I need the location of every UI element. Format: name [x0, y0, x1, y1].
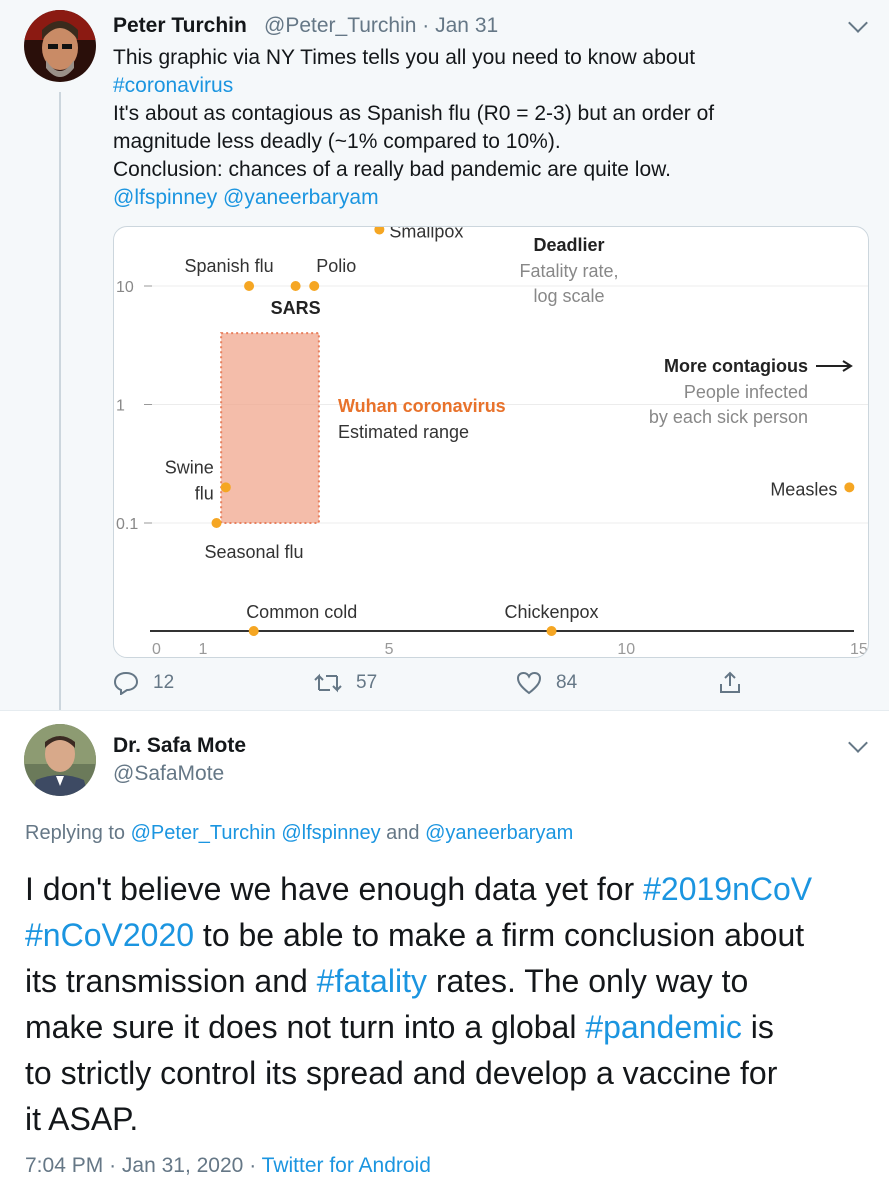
chart-image[interactable]: 10 1 0.1 0 1 5 10 15 Smallpox Spanish flu SARS Poli… [113, 226, 869, 658]
point-label: Smallpox [389, 227, 463, 241]
data-point [290, 281, 301, 291]
replying-label: Replying to [25, 822, 126, 844]
text-span: its transmission and [25, 963, 308, 999]
region-subtitle: Estimated range [338, 422, 469, 442]
y-tick-label: 1 [116, 398, 125, 415]
text-line: to strictly control its spread and devel… [25, 1055, 778, 1091]
author-handle[interactable]: @Peter_Turchin [264, 14, 417, 37]
data-point [844, 482, 855, 493]
replying-to: Replying to @Peter_Turchin @lfspinney an… [25, 822, 573, 845]
data-point [220, 482, 231, 493]
data-point [546, 626, 557, 636]
text-span: rates. The only way to [435, 963, 749, 999]
tweet-source[interactable]: Twitter for Android [261, 1154, 431, 1177]
share-button[interactable] [718, 668, 756, 698]
text-span: is [750, 1009, 774, 1045]
text-line: it ASAP. [25, 1101, 139, 1137]
tweet-line: This graphic via NY Times tells you all … [113, 46, 696, 69]
x-tick-label: 1 [199, 641, 208, 657]
avatar[interactable] [24, 724, 96, 796]
dot-separator: · [109, 1154, 117, 1177]
author-name[interactable]: Peter Turchin [113, 14, 247, 37]
data-point [309, 281, 320, 291]
y-tick-label: 10 [116, 279, 134, 296]
more-contagious-title: More contagious [664, 356, 808, 376]
chevron-down-icon[interactable] [848, 13, 868, 33]
text-span: to be able to make a firm conclusion abo… [202, 917, 805, 953]
text-span: I don't believe we have enough data yet … [25, 871, 635, 907]
point-label: Measles [770, 479, 837, 499]
deadlier-subtitle: Fatality rate, [519, 261, 618, 281]
heart-icon [516, 671, 542, 695]
more-contagious-subtitle: People infected [684, 382, 808, 402]
chevron-down-icon[interactable] [848, 733, 868, 753]
hashtag-link[interactable]: #pandemic [585, 1009, 742, 1045]
tweet-date[interactable]: Jan 31, 2020 [121, 1154, 244, 1177]
tweet-line: magnitude less deadly (~1% compared to 1… [113, 130, 561, 153]
tweet-metadata: 7:04 PM · Jan 31, 2020 · Twitter for And… [25, 1154, 431, 1178]
thread-line [59, 92, 61, 710]
data-point [211, 518, 222, 528]
author-name[interactable]: Dr. Safa Mote [113, 734, 247, 757]
mention-link[interactable]: @yaneerbaryam [425, 822, 574, 844]
deadlier-title: Deadlier [533, 235, 604, 255]
tweet-line: Conclusion: chances of a really bad pand… [113, 158, 671, 181]
reply-tweet-body: I don't believe we have enough data yet … [25, 866, 875, 1142]
hashtag-link[interactable]: #nCoV2020 [25, 917, 195, 953]
hashtag-link[interactable]: #coronavirus [113, 74, 234, 97]
reply-button[interactable]: 12 [113, 668, 174, 698]
text-span: make sure it does not turn into a global [25, 1009, 577, 1045]
hashtag-link[interactable]: #fatality [316, 963, 427, 999]
point-label: Seasonal flu [204, 542, 303, 562]
deadlier-subtitle: log scale [533, 286, 604, 306]
data-point [248, 626, 259, 636]
point-label: SARS [271, 298, 321, 318]
arrow-right-icon [816, 360, 853, 372]
like-button[interactable]: 84 [516, 668, 577, 698]
x-tick-label: 15 [850, 641, 868, 657]
mention-link[interactable]: @Peter_Turchin @lfspinney [130, 822, 381, 844]
reply-icon [113, 671, 139, 695]
more-contagious-subtitle: by each sick person [649, 407, 808, 427]
y-tick-label: 0.1 [116, 516, 138, 533]
region-title: Wuhan coronavirus [338, 396, 506, 416]
x-tick-label: 5 [385, 641, 394, 657]
x-tick-label: 0 [152, 641, 161, 657]
tweet-body: This graphic via NY Times tells you all … [113, 44, 853, 212]
author-handle[interactable]: @SafaMote [113, 762, 225, 785]
divider [0, 710, 889, 711]
replying-and: and [386, 822, 420, 844]
point-label: Swine [165, 457, 214, 477]
data-point [374, 227, 385, 235]
original-tweet[interactable]: Peter Turchin @Peter_Turchin · Jan 31 Th… [0, 0, 889, 710]
share-icon [720, 671, 740, 693]
x-tick-label: 10 [617, 641, 635, 657]
tweet-date[interactable]: Jan 31 [435, 14, 499, 37]
estimated-range-region [220, 332, 320, 525]
mention-link[interactable]: @lfspinney [113, 186, 218, 209]
point-label: Chickenpox [505, 602, 599, 622]
reply-count: 12 [153, 672, 175, 693]
avatar[interactable] [24, 10, 96, 82]
tweet-time[interactable]: 7:04 PM [25, 1154, 104, 1177]
point-label: Spanish flu [185, 256, 274, 276]
data-point [244, 281, 255, 291]
dot-separator: · [422, 14, 430, 37]
retweet-button[interactable]: 57 [314, 668, 377, 698]
dot-separator: · [249, 1154, 257, 1177]
retweet-icon [314, 673, 342, 693]
point-label: Common cold [246, 602, 357, 622]
tweet-line: It's about as contagious as Spanish flu … [113, 102, 715, 125]
point-label: Polio [316, 256, 356, 276]
retweet-count: 57 [356, 672, 378, 693]
hashtag-link[interactable]: #2019nCoV [643, 871, 813, 907]
mention-link[interactable]: @yaneerbaryam [223, 186, 379, 209]
like-count: 84 [556, 672, 578, 693]
point-label: flu [195, 483, 214, 503]
